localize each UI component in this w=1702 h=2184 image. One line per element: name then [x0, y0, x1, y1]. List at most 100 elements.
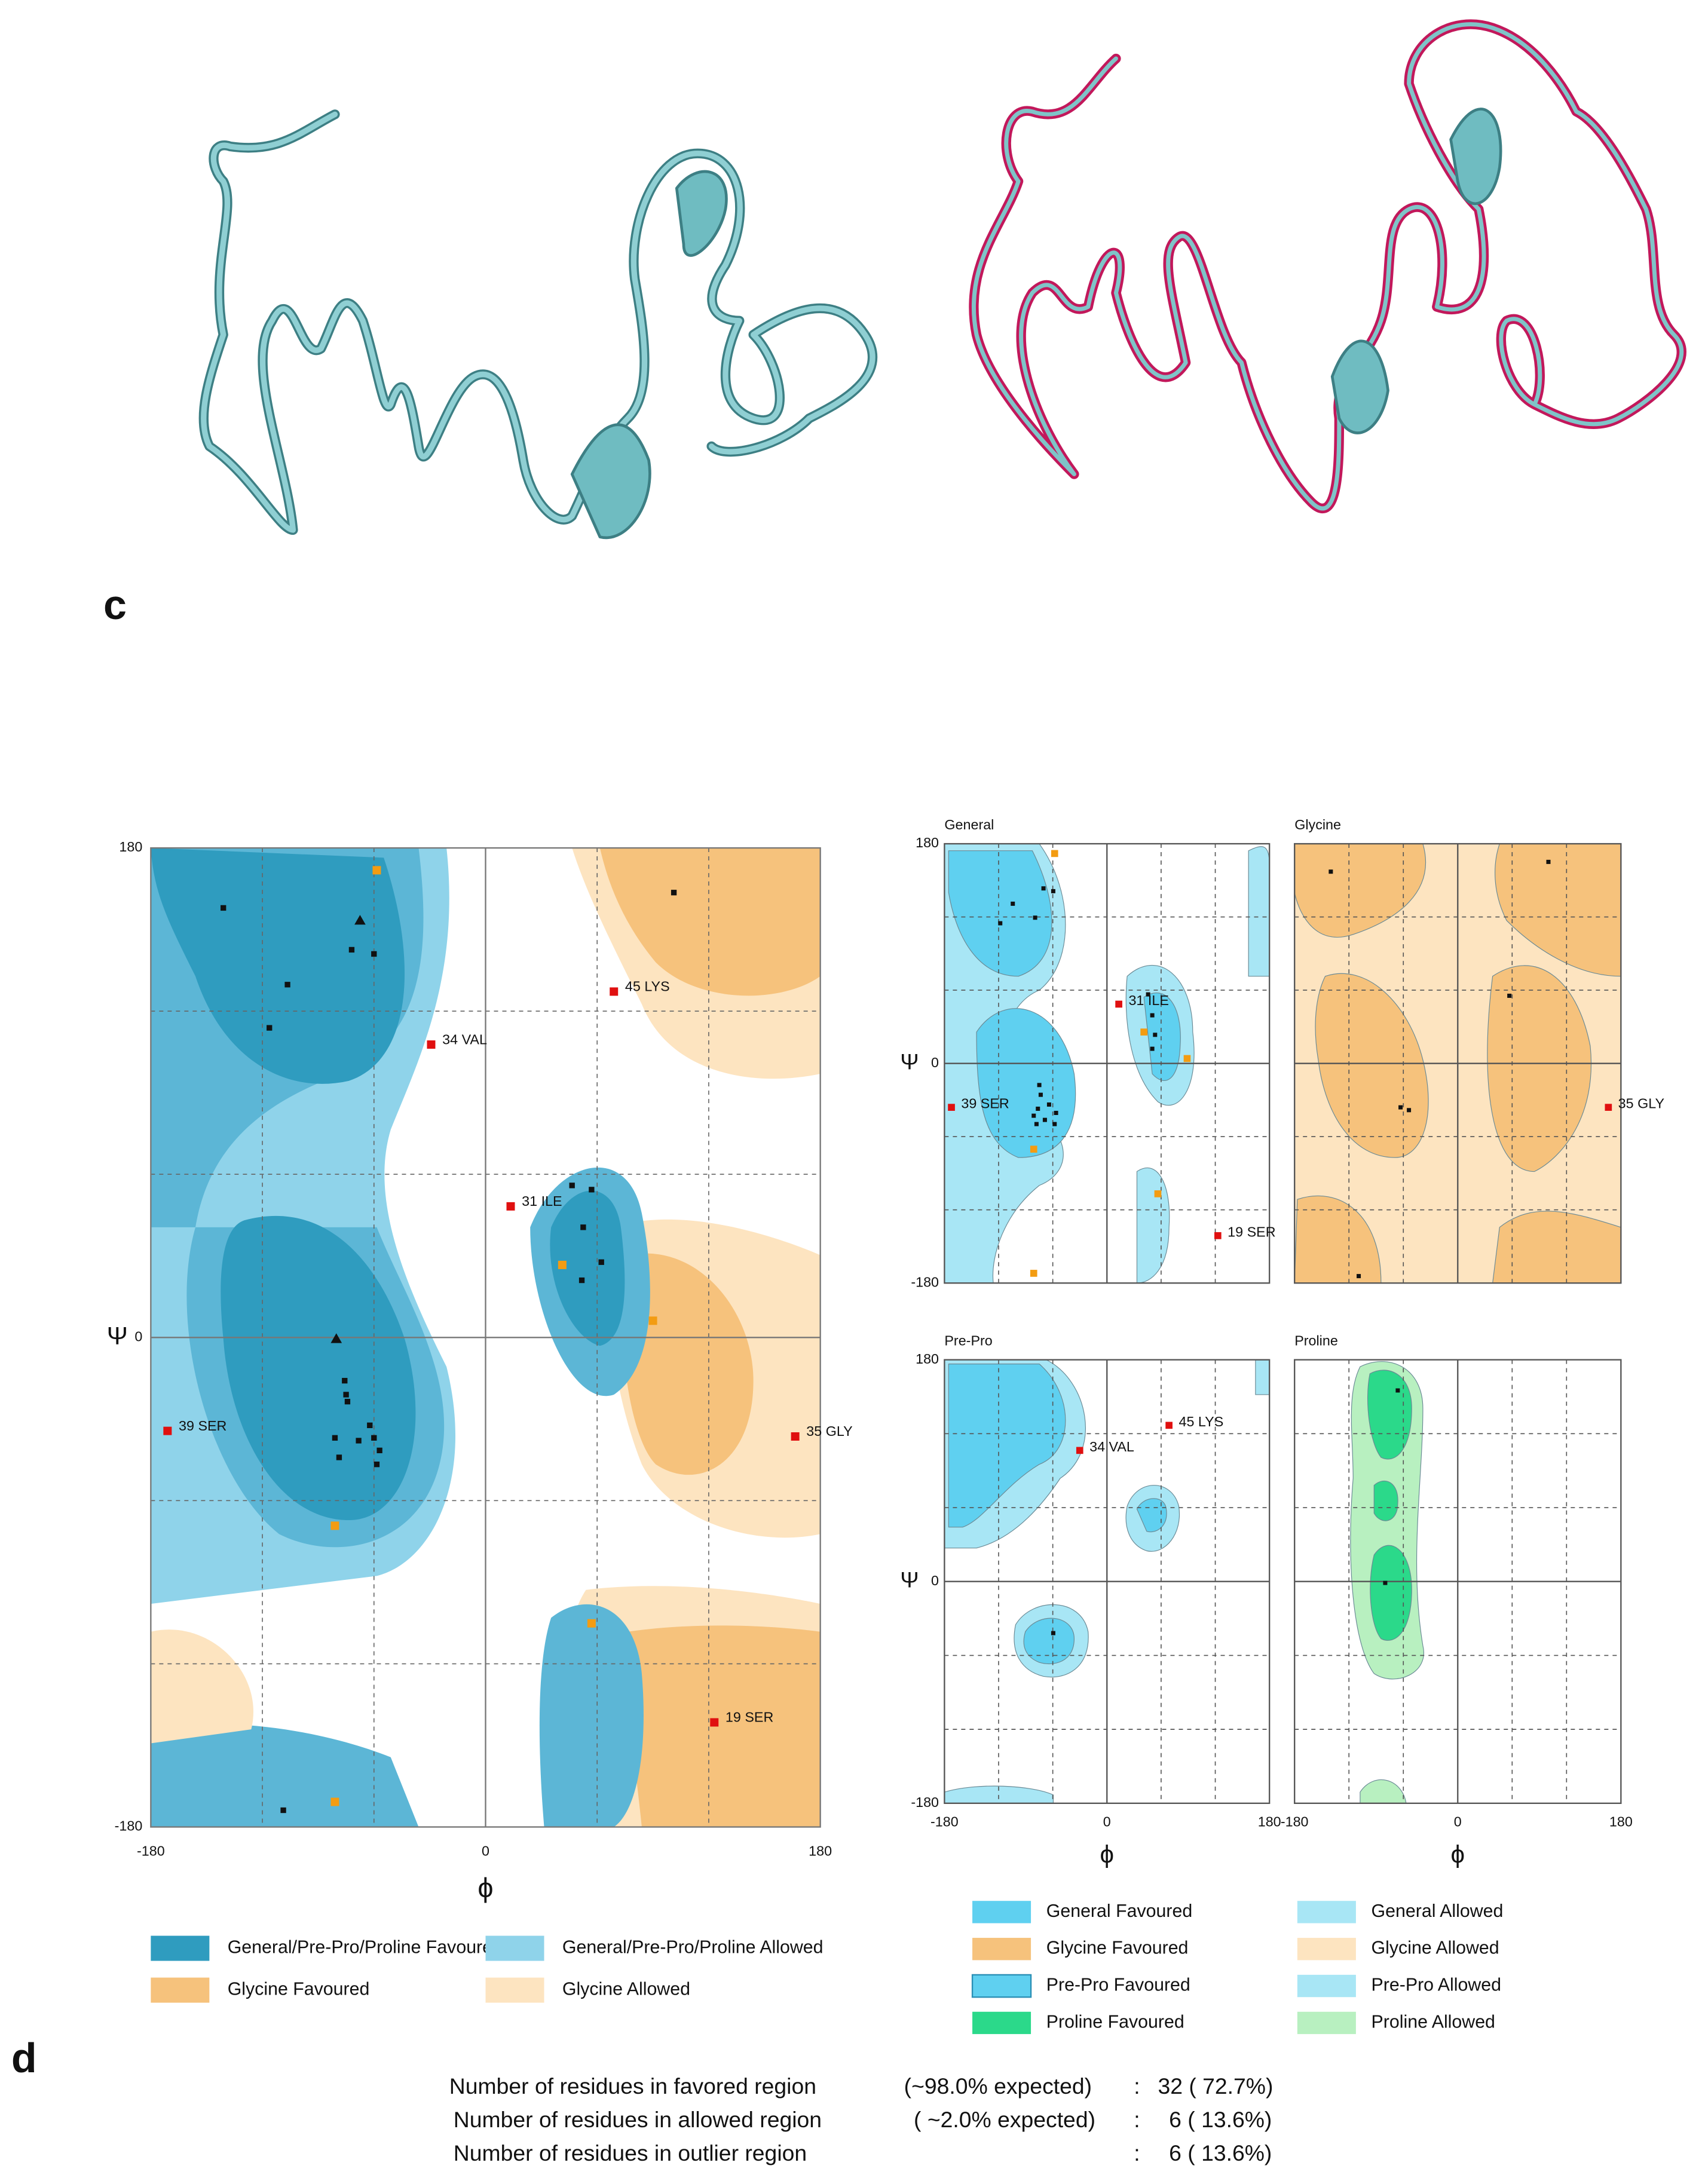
point: [372, 866, 381, 875]
point: [1030, 1145, 1037, 1153]
outlier-point: [1214, 1232, 1222, 1239]
outlier-point: [791, 1432, 800, 1441]
residue-label: 39 SER: [179, 1418, 226, 1433]
legend-swatch: [972, 1938, 1031, 1961]
region: [1370, 1545, 1412, 1641]
residue-label: 45 LYS: [625, 979, 670, 994]
point: [1042, 1117, 1047, 1122]
residue-label: 19 SER: [1227, 1224, 1275, 1239]
point: [342, 1377, 348, 1384]
legend-swatch: [151, 1977, 210, 2003]
y-tick-label: 180: [916, 1351, 939, 1367]
point: [1154, 1190, 1162, 1197]
point: [1034, 1122, 1039, 1126]
plot-frame: [944, 1359, 1271, 1804]
point: [374, 1462, 380, 1468]
point: [1037, 1083, 1042, 1088]
point: [1046, 1102, 1051, 1107]
stat-cell: :: [1134, 2073, 1140, 2099]
residue-label: 34 VAL: [1089, 1439, 1134, 1454]
residue-label: 34 VAL: [442, 1031, 487, 1047]
legend-label: General Allowed: [1372, 1901, 1504, 1921]
point: [998, 921, 1003, 926]
point: [1052, 1122, 1057, 1126]
region: [1294, 1195, 1382, 1284]
residue-label: 31 ILE: [522, 1193, 562, 1209]
point: [1038, 1092, 1043, 1097]
point: [336, 1454, 342, 1460]
x-tick-label: 0: [1454, 1814, 1462, 1830]
point: [1153, 1033, 1158, 1037]
outlier-point: [710, 1718, 719, 1727]
point: [1146, 992, 1150, 997]
point: [1150, 1046, 1155, 1051]
region: [151, 1629, 254, 1744]
x-tick-label: -180: [137, 1843, 165, 1859]
plot-frame: [1294, 1359, 1622, 1804]
region: [550, 1190, 625, 1346]
region: [976, 1008, 1076, 1158]
region: [948, 1364, 1066, 1528]
legends: General/Pre-Pro/Proline Favoured General/…: [151, 1901, 1504, 2035]
legend-swatch: [1297, 1901, 1356, 1923]
region: [944, 1785, 1054, 1804]
x-tick-label: 0: [482, 1843, 489, 1859]
plot-frame: [944, 843, 1271, 1284]
point: [1036, 1107, 1040, 1111]
point: [354, 915, 366, 925]
residue-label: 39 SER: [961, 1096, 1009, 1111]
plot-frame: [1294, 843, 1622, 1284]
region: [1367, 1370, 1412, 1460]
legend-swatch: [151, 1935, 210, 1961]
point: [267, 1025, 273, 1031]
point: [330, 1521, 339, 1530]
outlier-point: [1605, 1104, 1612, 1111]
region: [1248, 846, 1270, 977]
point: [371, 1435, 377, 1441]
region: [599, 848, 821, 996]
legend-swatch: [972, 1901, 1031, 1923]
legend-swatch: [1297, 1974, 1356, 1998]
y-tick-label: 180: [119, 839, 142, 854]
panel-label: c: [103, 581, 127, 628]
plot-frame: [150, 847, 821, 1828]
stat-cell: Number of residues in favored region: [449, 2073, 816, 2099]
point: [1033, 915, 1037, 920]
y-tick-label: 180: [916, 835, 939, 850]
point: [356, 1438, 362, 1444]
legend-label: Glycine Allowed: [562, 1980, 690, 1999]
point: [343, 1392, 349, 1398]
stat-cell: ( ~2.0% expected): [914, 2107, 1095, 2132]
protein-structure-right: [969, 19, 1686, 513]
point: [280, 1807, 286, 1814]
residue-label: 19 SER: [726, 1710, 773, 1725]
point: [1051, 889, 1055, 893]
legend-label: General Favoured: [1046, 1901, 1192, 1921]
protein-structure-left: [198, 109, 878, 540]
y-tick-label: -180: [911, 1794, 939, 1810]
x-axis-label: ϕ: [1100, 1840, 1115, 1869]
residue-label: 45 LYS: [1178, 1414, 1223, 1429]
legend-label: General/Pre-Pro/Proline Allowed: [562, 1938, 824, 1958]
outlier-point: [1165, 1422, 1173, 1429]
panel-label: d: [11, 2035, 37, 2081]
legend-label: General/Pre-Pro/Proline Favoured: [228, 1938, 503, 1958]
legend-label: Glycine Allowed: [1372, 1938, 1499, 1958]
statistics: Number of residues in favored region (~98…: [449, 2073, 1274, 2165]
legend-label: Proline Favoured: [1046, 2012, 1184, 2032]
legend-swatch: [972, 2011, 1031, 2035]
residue-label: 35 GLY: [1618, 1096, 1665, 1111]
region: [1294, 843, 1427, 938]
subplot-title: Glycine: [1294, 817, 1341, 832]
point: [1051, 850, 1058, 857]
point: [330, 1797, 339, 1806]
point: [344, 1398, 351, 1405]
legend-label: Glycine Favoured: [1046, 1938, 1189, 1958]
region: [1255, 1359, 1270, 1395]
region: [1023, 1618, 1075, 1665]
point: [1407, 1108, 1412, 1113]
stat-cell: Number of residues in outlier region: [454, 2140, 807, 2165]
point: [332, 1435, 338, 1441]
region: [1487, 965, 1591, 1172]
